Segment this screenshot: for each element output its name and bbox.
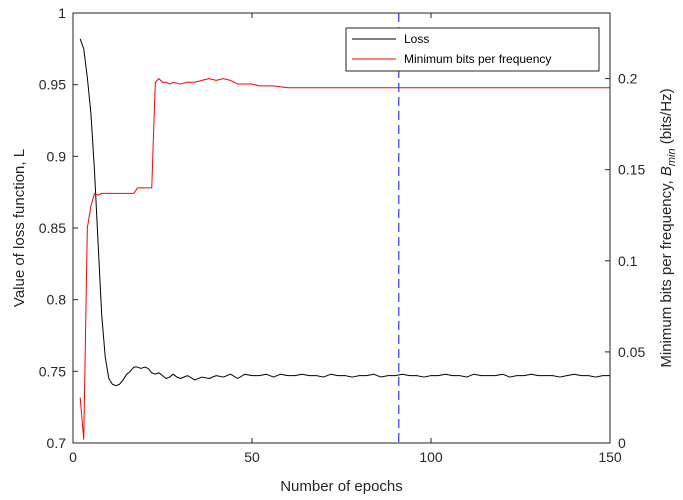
y-axis-right-title-symbol: B <box>658 166 675 176</box>
y-right-tick-label: 0.2 <box>618 71 638 87</box>
ticks-layer: 0 50 100 150 0.7 0.75 0.8 0.85 0.9 0.95 1 0 0.05 0.1 0… <box>39 5 646 465</box>
y-axis-right-title-prefix: Minimum bits per frequency, <box>658 176 675 367</box>
y-axis-right-title-subscript: min <box>666 148 678 166</box>
y-left-tick-label: 0.7 <box>47 435 67 451</box>
y-axis-left-title: Value of loss function, L <box>11 149 28 307</box>
plot-background <box>73 13 610 443</box>
x-axis-title: Number of epochs <box>280 478 403 495</box>
y-left-tick-label: 0.85 <box>39 220 66 236</box>
legend: Loss Minimum bits per frequency <box>345 27 600 72</box>
x-tick-label: 0 <box>69 449 77 465</box>
y-left-tick-label: 0.9 <box>47 148 67 164</box>
y-left-tick-label: 0.75 <box>39 363 66 379</box>
y-right-tick-label: 0.1 <box>618 253 638 269</box>
y-left-tick-label: 0.8 <box>47 292 67 308</box>
y-left-tick-label: 1 <box>58 5 66 21</box>
y-right-tick-label: 0.05 <box>618 344 645 360</box>
y-right-tick-label: 0.15 <box>618 162 645 178</box>
y-left-tick-label: 0.95 <box>39 77 66 93</box>
series-layer <box>79 13 610 443</box>
series-line-loss <box>79 38 610 387</box>
legend-box <box>345 27 600 72</box>
legend-label-min-bits: Minimum bits per frequency <box>404 52 551 66</box>
series-line-min-bits <box>79 78 610 440</box>
x-tick-label: 100 <box>419 449 443 465</box>
legend-label-loss: Loss <box>404 32 429 46</box>
y-right-tick-label: 0 <box>618 435 626 451</box>
x-tick-label: 50 <box>244 449 260 465</box>
x-tick-label: 150 <box>598 449 622 465</box>
y-axis-right-title: Minimum bits per frequency, Bmin (bits/H… <box>658 88 678 367</box>
y-axis-right-title-unit: (bits/Hz) <box>658 88 675 148</box>
